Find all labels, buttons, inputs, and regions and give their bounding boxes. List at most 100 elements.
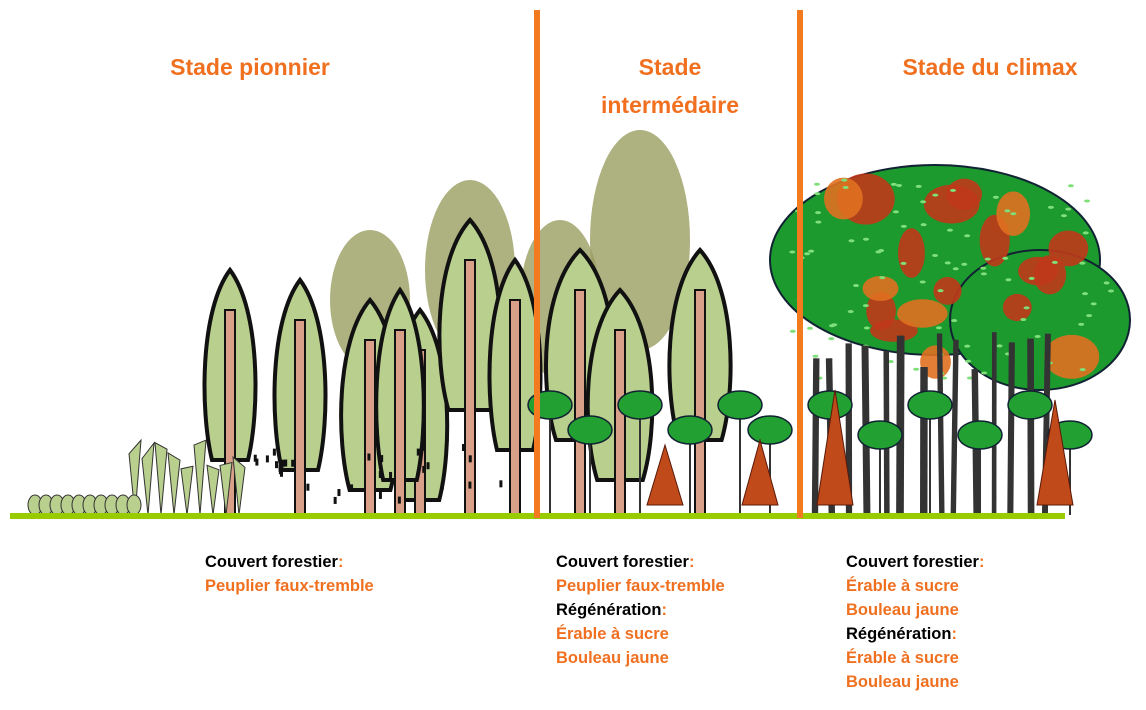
species: Érable à sucre <box>846 646 984 670</box>
debris <box>266 455 269 462</box>
red-foliage <box>897 299 948 328</box>
leaf <box>964 345 970 348</box>
leaf <box>985 258 991 261</box>
leaf <box>848 239 854 242</box>
sapling-crown <box>618 391 662 419</box>
leaf <box>812 355 818 358</box>
sapling-crown <box>958 421 1002 449</box>
label: Régénération <box>846 625 951 643</box>
leaf <box>831 323 837 326</box>
leaf <box>864 326 870 329</box>
stage-title: Stade pionnier <box>130 48 370 86</box>
label: Couvert forestier <box>556 553 689 571</box>
debris <box>291 460 294 467</box>
leaf <box>808 250 814 253</box>
debris <box>279 467 282 474</box>
trunk <box>940 333 942 515</box>
sapling-crown <box>668 416 712 444</box>
leaf <box>980 267 986 270</box>
aspen-trunk <box>615 330 625 515</box>
shrub <box>155 443 167 515</box>
leaf <box>879 276 885 279</box>
debris <box>306 484 309 491</box>
debris <box>275 461 278 468</box>
leaf <box>953 267 959 270</box>
leaf <box>804 252 810 255</box>
debris <box>284 460 287 467</box>
leaf <box>1079 262 1085 265</box>
leaf <box>843 186 849 189</box>
leaf <box>815 211 821 214</box>
leaf <box>1104 281 1110 284</box>
species: Bouleau jaune <box>846 670 984 694</box>
leaf <box>938 289 944 292</box>
leaf <box>1084 199 1090 202</box>
leaf <box>1080 368 1086 371</box>
leaf <box>1010 212 1016 215</box>
section-heading: Couvert forestier: <box>846 550 984 574</box>
leaf <box>1061 214 1067 217</box>
leaf <box>814 192 820 195</box>
red-foliage <box>946 179 982 210</box>
shrub <box>207 465 219 515</box>
leaf <box>1002 257 1008 260</box>
leaf <box>920 200 926 203</box>
debris <box>441 482 444 489</box>
leaf <box>916 185 922 188</box>
leaf <box>1068 184 1074 187</box>
debris <box>422 444 425 451</box>
stage-description: Couvert forestier:Peuplier faux-trembleR… <box>556 550 725 670</box>
leaf <box>1029 277 1035 280</box>
shrub <box>194 440 206 515</box>
leaf <box>1048 206 1054 209</box>
aspen-trunk <box>510 300 520 515</box>
debris <box>367 453 370 460</box>
leaf <box>891 183 897 186</box>
debris <box>422 466 425 473</box>
aspen-trunk <box>695 290 705 515</box>
leaf <box>1086 314 1092 317</box>
leaf <box>913 368 919 371</box>
leaf <box>1024 306 1030 309</box>
leaf <box>1004 209 1010 212</box>
leaf <box>920 280 926 283</box>
leaf <box>961 263 967 266</box>
sapling-crown <box>748 416 792 444</box>
debris <box>379 492 382 499</box>
page: Stade pionnier Stade intermédaire Stade … <box>0 0 1146 710</box>
trunk <box>815 358 816 515</box>
sapling-crown <box>568 416 612 444</box>
leaf <box>815 221 821 224</box>
stage-description: Couvert forestier:Peuplier faux-tremble <box>205 550 374 598</box>
trunk <box>953 340 956 515</box>
trunk <box>900 336 901 515</box>
section-heading: Régénération: <box>846 622 984 646</box>
stage-title: Stade intermédaire <box>590 48 750 124</box>
stage-title: Stade du climax <box>870 48 1110 86</box>
leaf <box>936 326 942 329</box>
debris <box>398 497 401 504</box>
shrub <box>181 466 193 515</box>
leaf <box>1082 292 1088 295</box>
leaf <box>950 189 956 192</box>
leaf <box>981 371 987 374</box>
leaf <box>951 319 957 322</box>
leaf <box>965 360 971 363</box>
label: Couvert forestier <box>846 553 979 571</box>
leaf <box>981 272 987 275</box>
leaf <box>1078 323 1084 326</box>
leaf <box>828 337 834 340</box>
leaf <box>841 179 847 182</box>
debris <box>282 460 285 467</box>
leaf <box>1005 278 1011 281</box>
leaf <box>1052 261 1058 264</box>
species: Érable à sucre <box>846 574 984 598</box>
debris <box>337 489 340 496</box>
aspen-trunk <box>465 260 475 515</box>
leaf <box>790 330 796 333</box>
punctuation: : <box>951 625 957 643</box>
leaf <box>896 184 902 187</box>
debris <box>380 455 383 462</box>
debris <box>427 462 430 469</box>
sapling-crown <box>908 391 952 419</box>
